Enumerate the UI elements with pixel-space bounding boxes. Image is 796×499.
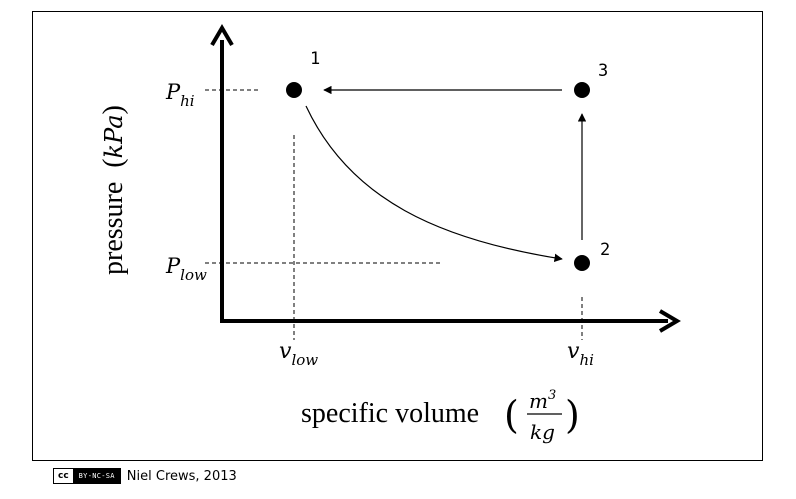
diagram-frame bbox=[32, 11, 763, 461]
y-axis-arrowhead bbox=[210, 24, 234, 47]
x-axis-label: specific volume bbox=[301, 398, 479, 429]
process-1-2-curve bbox=[305, 105, 563, 262]
unit-numerator: m3 bbox=[529, 388, 556, 413]
v-hi-label: vhi bbox=[567, 339, 594, 369]
state-point-2 bbox=[574, 255, 590, 271]
x-axis-unit: ( m3 kg ) bbox=[504, 388, 580, 444]
svg-text:(: ( bbox=[504, 393, 519, 437]
p-hi-label: Phi bbox=[165, 80, 195, 110]
footer-credit: cc BY-NC-SA Niel Crews, 2013 bbox=[53, 467, 237, 485]
svg-text:pressure(kPa): pressure(kPa) bbox=[98, 105, 129, 275]
state-label-2: 2 bbox=[600, 240, 610, 260]
svg-text:): ) bbox=[565, 393, 580, 437]
state-label-1: 1 bbox=[310, 49, 320, 69]
state-point-1 bbox=[286, 82, 302, 98]
state-label-3: 3 bbox=[598, 61, 608, 81]
x-axis-arrowhead bbox=[658, 309, 681, 333]
state-point-3 bbox=[574, 82, 590, 98]
cc-logo-icon: cc bbox=[54, 469, 74, 483]
p-low-label: Plow bbox=[165, 254, 207, 284]
author-credit: Niel Crews, 2013 bbox=[126, 468, 237, 484]
v-low-label: vlow bbox=[279, 339, 318, 369]
cc-license-badge[interactable]: cc BY-NC-SA bbox=[53, 468, 121, 484]
y-axis-label: pressure(kPa) bbox=[98, 105, 129, 275]
unit-denominator: kg bbox=[530, 420, 555, 444]
cc-license-terms: BY-NC-SA bbox=[73, 469, 120, 483]
